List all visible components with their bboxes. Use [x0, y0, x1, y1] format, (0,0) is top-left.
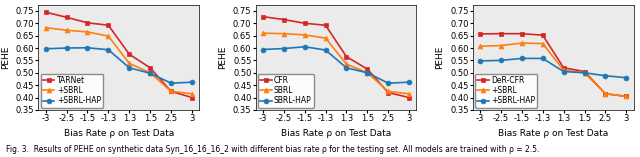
- SBRL-HAP: [301, 46, 308, 48]
- DeR-CFR: [560, 67, 568, 69]
- DeR-CFR: [602, 93, 609, 95]
- +SBRL: [125, 62, 133, 64]
- TARNet: [104, 24, 112, 26]
- Line: +SBRL-HAP: +SBRL-HAP: [44, 45, 195, 86]
- SBRL: [405, 93, 413, 95]
- SBRL-HAP: [342, 67, 350, 69]
- CFR: [385, 92, 392, 94]
- CFR: [364, 68, 371, 70]
- Y-axis label: PEHE: PEHE: [1, 46, 10, 69]
- SBRL: [385, 90, 392, 92]
- Text: Fig. 3.  Results of PEHE on synthetic data Syn_16_16_16_2 with different bias ra: Fig. 3. Results of PEHE on synthetic dat…: [6, 145, 540, 154]
- +SBRL-HAP: [104, 49, 112, 51]
- CFR: [322, 24, 330, 26]
- +SBRL-HAP: [560, 71, 568, 73]
- +SBRL-HAP: [518, 57, 525, 59]
- +SBRL-HAP: [602, 75, 609, 77]
- +SBRL: [63, 29, 70, 31]
- SBRL-HAP: [405, 81, 413, 83]
- TARNet: [188, 97, 196, 98]
- SBRL: [364, 72, 371, 74]
- +SBRL-HAP: [623, 77, 630, 79]
- DeR-CFR: [476, 33, 484, 35]
- CFR: [342, 56, 350, 58]
- +SBRL-HAP: [63, 47, 70, 49]
- Line: TARNet: TARNet: [44, 10, 195, 100]
- +SBRL: [188, 93, 196, 95]
- Line: +SBRL: +SBRL: [44, 25, 195, 96]
- Line: SBRL-HAP: SBRL-HAP: [260, 44, 412, 86]
- +SBRL: [147, 72, 154, 74]
- +SBRL: [580, 72, 588, 74]
- +SBRL-HAP: [147, 72, 154, 74]
- +SBRL: [42, 27, 49, 29]
- +SBRL-HAP: [125, 67, 133, 69]
- CFR: [259, 16, 267, 18]
- +SBRL-HAP: [580, 72, 588, 74]
- X-axis label: Bias Rate ρ on Test Data: Bias Rate ρ on Test Data: [498, 129, 608, 138]
- +SBRL-HAP: [539, 57, 547, 59]
- CFR: [405, 97, 413, 98]
- TARNet: [147, 67, 154, 69]
- +SBRL: [497, 45, 505, 46]
- +SBRL-HAP: [476, 60, 484, 62]
- +SBRL: [518, 42, 525, 44]
- Legend: CFR, SBRL, SBRL-HAP: CFR, SBRL, SBRL-HAP: [258, 74, 314, 108]
- Y-axis label: PEHE: PEHE: [435, 46, 445, 69]
- +SBRL: [84, 31, 92, 33]
- +SBRL: [167, 90, 175, 92]
- Legend: DeR-CFR, +SBRL, +SBRL-HAP: DeR-CFR, +SBRL, +SBRL-HAP: [475, 74, 538, 108]
- +SBRL-HAP: [188, 81, 196, 83]
- SBRL-HAP: [364, 72, 371, 74]
- SBRL: [301, 34, 308, 36]
- SBRL-HAP: [322, 49, 330, 51]
- Y-axis label: PEHE: PEHE: [218, 46, 227, 69]
- SBRL: [322, 37, 330, 39]
- +SBRL: [476, 45, 484, 47]
- TARNet: [42, 11, 49, 13]
- TARNet: [125, 53, 133, 55]
- DeR-CFR: [623, 95, 630, 97]
- CFR: [280, 19, 287, 21]
- SBRL: [342, 63, 350, 65]
- +SBRL: [623, 95, 630, 97]
- X-axis label: Bias Rate ρ on Test Data: Bias Rate ρ on Test Data: [64, 129, 174, 138]
- SBRL: [259, 32, 267, 34]
- SBRL-HAP: [259, 49, 267, 50]
- SBRL: [280, 33, 287, 35]
- SBRL-HAP: [385, 82, 392, 84]
- Line: +SBRL: +SBRL: [477, 41, 628, 99]
- TARNet: [63, 16, 70, 18]
- +SBRL: [104, 35, 112, 37]
- DeR-CFR: [580, 71, 588, 73]
- +SBRL-HAP: [497, 60, 505, 61]
- X-axis label: Bias Rate ρ on Test Data: Bias Rate ρ on Test Data: [281, 129, 391, 138]
- +SBRL: [560, 69, 568, 71]
- CFR: [301, 22, 308, 24]
- TARNet: [84, 22, 92, 24]
- +SBRL-HAP: [84, 47, 92, 49]
- DeR-CFR: [518, 33, 525, 35]
- DeR-CFR: [539, 34, 547, 36]
- +SBRL: [539, 43, 547, 45]
- Line: CFR: CFR: [260, 14, 412, 100]
- +SBRL: [602, 93, 609, 95]
- DeR-CFR: [497, 33, 505, 35]
- TARNet: [167, 90, 175, 92]
- Line: +SBRL-HAP: +SBRL-HAP: [477, 56, 628, 80]
- +SBRL-HAP: [167, 82, 175, 84]
- +SBRL-HAP: [42, 48, 49, 50]
- Line: DeR-CFR: DeR-CFR: [477, 31, 628, 99]
- Legend: TARNet, +SBRL, +SBRL-HAP: TARNet, +SBRL, +SBRL-HAP: [41, 74, 103, 108]
- Line: SBRL: SBRL: [260, 31, 412, 96]
- SBRL-HAP: [280, 48, 287, 49]
